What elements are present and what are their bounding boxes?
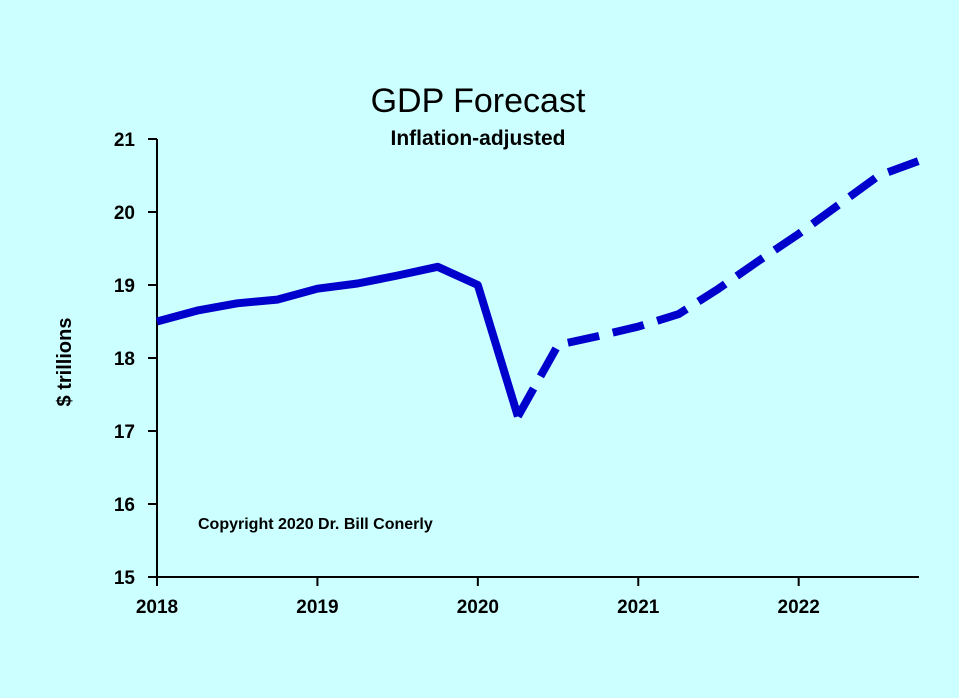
chart-title: GDP Forecast [371,82,586,120]
x-tick-label: 2022 [778,597,820,618]
y-tick-label: 19 [114,276,135,297]
series-line-forecast [514,157,921,419]
x-tick-label: 2021 [617,597,660,618]
copyright-annotation: Copyright 2020 Dr. Bill Conerly [198,516,433,533]
y-tick-label: 21 [114,130,136,151]
y-axis-title: $ trillions [54,318,76,407]
series-line-actual [155,262,522,418]
y-tick-label: 15 [114,568,136,589]
y-tick-label: 17 [114,422,135,443]
y-tick-label: 20 [114,203,135,224]
y-tick-label: 18 [114,349,135,370]
chart-subtitle: Inflation-adjusted [391,127,566,150]
y-tick-label: 16 [114,495,135,516]
x-tick-label: 2019 [296,597,338,618]
x-tick-label: 2020 [457,597,499,618]
series-lines [155,157,921,419]
x-tick-label: 2018 [136,597,178,618]
